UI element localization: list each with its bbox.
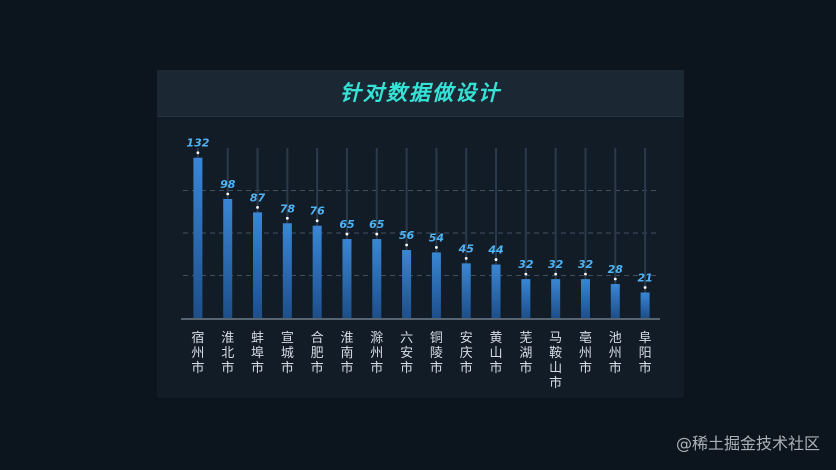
bar [402,250,412,318]
data-label: 44 [487,244,503,257]
category-label: 六安市 [400,331,413,376]
bar [461,263,471,318]
category-label: 合肥市 [311,331,324,376]
bar-marker [613,277,617,281]
bar [640,292,650,318]
bar-marker [226,192,230,196]
panel-title: 针对数据做设计 [340,81,501,105]
category-label: 蚌埠市 [251,331,264,376]
bar-marker [524,272,528,276]
category-label: 马鞍山市 [549,331,562,391]
bar [431,252,441,318]
bar-marker [256,205,259,209]
category-label: 芜湖市 [519,331,532,376]
bar-marker [435,246,438,249]
bar-marker [375,232,379,236]
bar [193,157,203,318]
data-label: 32 [518,258,534,271]
bar [342,239,352,318]
category-label: 阜阳市 [639,330,652,376]
bar-marker [643,286,647,289]
bar-marker [405,243,408,247]
category-label: 滁州市 [370,330,383,376]
data-label: 21 [637,272,652,285]
category-label: 池州市 [609,331,622,376]
category-label: 安庆市 [460,331,473,376]
bar [551,279,561,318]
data-label: 132 [186,137,209,150]
category-label: 亳州市 [579,330,592,376]
bar-marker [345,232,349,236]
data-label: 76 [310,205,326,218]
bar [223,199,233,318]
bar-marker [196,151,200,155]
data-label: 32 [578,258,594,271]
chart-panel: 针对数据做设计 [157,70,684,398]
panel-header: 针对数据做设计 [157,70,684,117]
data-label: 32 [548,258,564,271]
category-label: 铜陵市 [430,331,443,376]
data-label: 45 [458,242,475,255]
bar-marker [285,216,289,220]
bar [253,212,263,318]
bar [312,225,322,318]
data-label: 87 [250,191,266,204]
data-label: 65 [339,218,355,231]
bar [372,239,382,318]
bar-marker [584,272,587,276]
category-label: 宣城市 [281,330,294,376]
data-label: 56 [399,229,415,242]
bar-marker [494,258,498,261]
category-label: 黄山市 [490,331,503,376]
bar [282,223,292,318]
data-label: 98 [220,178,236,191]
bar [580,279,590,318]
bar [491,264,501,318]
bar [521,279,531,318]
bar [610,284,620,318]
category-label: 淮北市 [221,331,234,376]
bar-marker [464,256,468,260]
category-label: 淮南市 [340,331,353,376]
data-label: 65 [369,218,385,231]
category-label: 宿州市 [191,330,204,376]
data-label: 28 [608,263,624,276]
watermark: @稀土掘金技术社区 [675,434,820,453]
bar-marker [315,219,319,223]
bar-marker [554,272,558,276]
data-label: 54 [429,231,444,244]
data-label: 78 [280,202,296,215]
